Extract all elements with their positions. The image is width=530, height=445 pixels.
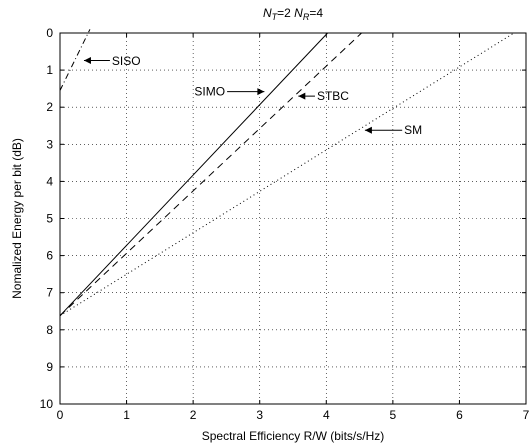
x-axis-label: Spectral Efficiency R/W (bits/s/Hz) <box>202 429 384 443</box>
annotation-arrow-head <box>83 56 91 64</box>
annotation-arrow-head <box>364 126 372 134</box>
x-tick-label: 5 <box>390 408 397 422</box>
y-tick-label: 8 <box>46 323 53 337</box>
y-tick-label: 1 <box>46 63 53 77</box>
title-nt: N <box>263 6 272 20</box>
annotation-label-siso: SISO <box>112 54 141 68</box>
x-tick-label: 2 <box>190 408 197 422</box>
title-nt-val: =2 <box>277 6 294 20</box>
y-tick-label: 9 <box>46 360 53 374</box>
y-tick-label: 7 <box>46 286 53 300</box>
annotations: SISO SIMO STBC SM <box>83 54 422 137</box>
title-nr-sub: R <box>303 12 310 22</box>
x-tick-label: 1 <box>123 408 130 422</box>
annotation-label-sm: SM <box>404 123 422 137</box>
annotation-arrow-head <box>298 92 306 100</box>
series-line-stbc <box>59 32 362 317</box>
y-tick-label: 6 <box>46 249 53 263</box>
y-tick-label: 2 <box>46 100 53 114</box>
y-axis-label: Nomalized Energy per bit (dB) <box>10 138 24 299</box>
series-line-siso <box>59 29 91 91</box>
x-tick-label: 4 <box>323 408 330 422</box>
x-tick-label: 6 <box>456 408 463 422</box>
title-nr-val: =4 <box>309 6 323 20</box>
chart-title: NT=2 NR=4 <box>263 6 323 22</box>
y-tick-label: 0 <box>46 26 53 40</box>
grid <box>60 33 526 404</box>
y-tick-label: 4 <box>46 174 53 188</box>
title-nt-sub: T <box>272 12 279 22</box>
series-layer <box>59 29 515 317</box>
ticks: 0 1 2 3 4 5 6 7 0 1 2 3 4 5 6 7 8 9 10 <box>40 26 530 422</box>
title-nr: N <box>294 6 303 20</box>
x-tick-label: 0 <box>57 408 64 422</box>
y-tick-label: 10 <box>40 397 54 411</box>
y-tick-label: 5 <box>46 212 53 226</box>
x-tick-label: 7 <box>523 408 530 422</box>
annotation-label-stbc: STBC <box>317 89 349 103</box>
annotation-arrow-head <box>257 88 265 96</box>
x-tick-label: 3 <box>256 408 263 422</box>
series-line-simo <box>59 32 328 317</box>
y-tick-label: 3 <box>46 137 53 151</box>
annotation-label-simo: SIMO <box>194 85 225 99</box>
